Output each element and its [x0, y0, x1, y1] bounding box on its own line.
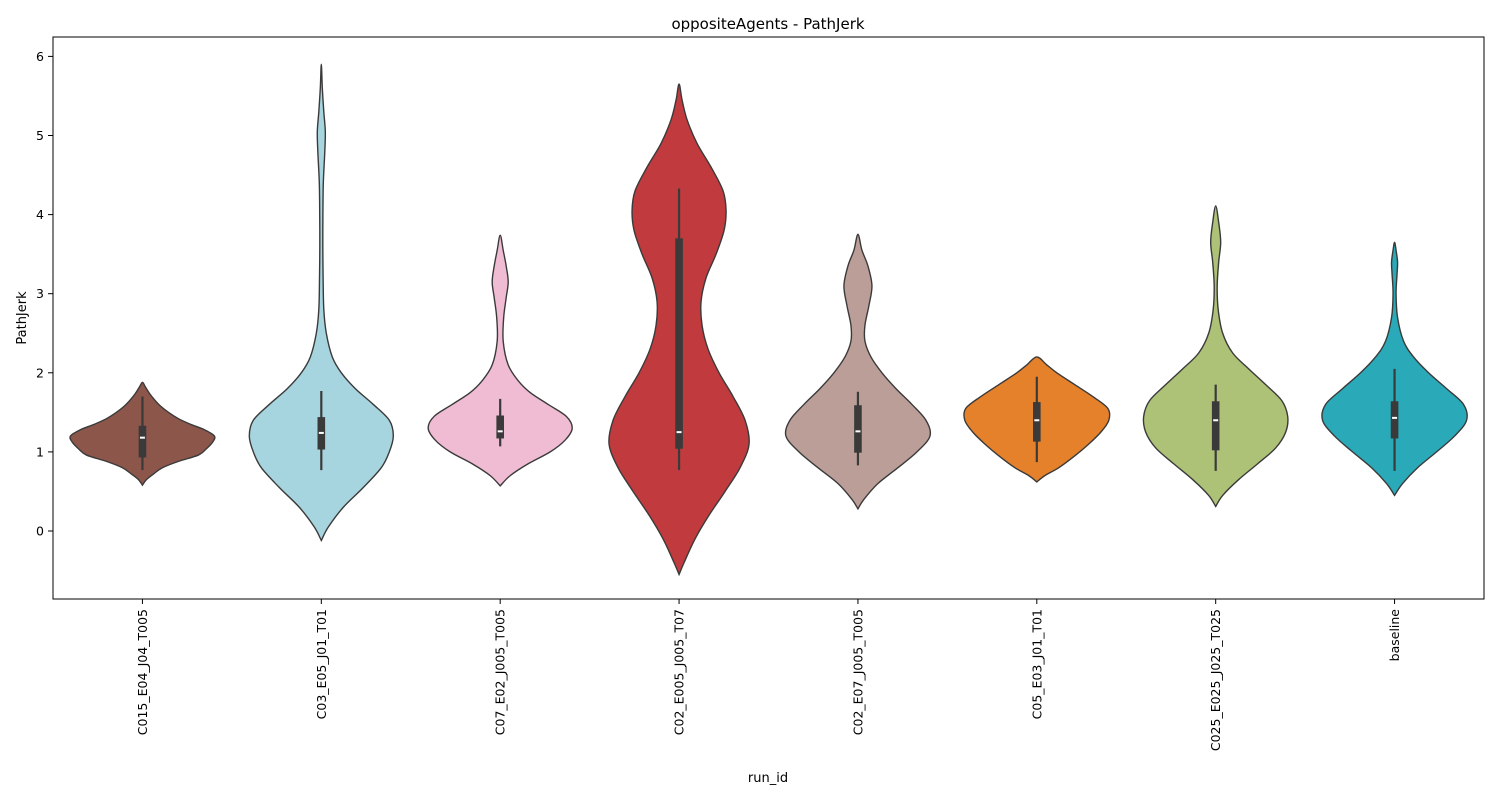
x-tick-label: C05_E03_J01_T01 [1029, 609, 1044, 719]
violin-body [1142, 205, 1289, 508]
y-tick-label: 2 [36, 365, 44, 380]
iqr-box [138, 425, 147, 458]
violin-body [427, 234, 573, 487]
y-axis-label: PathJerk [15, 291, 30, 345]
chart-title: oppositeAgents - PathJerk [671, 15, 864, 33]
x-tick-label: C07_E02_J005_T005 [493, 609, 508, 735]
violin-body [248, 63, 395, 543]
x-tick-label: C02_E07_J005_T005 [850, 609, 865, 735]
iqr-box [854, 405, 862, 453]
iqr-box [1390, 401, 1399, 439]
boxes-layer [138, 188, 1399, 471]
y-tick-label: 5 [36, 128, 44, 143]
y-tick-label: 1 [36, 444, 44, 459]
violin-body [784, 233, 932, 511]
iqr-box [496, 415, 504, 439]
x-tick-label: C025_E025_J025_T025 [1208, 609, 1223, 751]
x-axis-label: run_id [748, 771, 788, 786]
x-tick-label: C03_E05_J01_T01 [314, 609, 329, 719]
x-tick-label: C015_E04_J04_T005 [135, 609, 150, 735]
y-tick-label: 4 [36, 207, 44, 222]
x-tick-label: baseline [1387, 609, 1402, 662]
y-tick-label: 6 [36, 49, 44, 64]
x-axis: C015_E04_J04_T005 C03_E05_J01_T01 C07_E02_… [135, 599, 1402, 751]
iqr-box [1033, 402, 1041, 442]
x-tick-label: C02_E005_J005_T07 [672, 609, 687, 735]
y-tick-label: 0 [36, 524, 44, 539]
y-tick-label: 3 [36, 286, 44, 301]
iqr-box [1211, 401, 1220, 451]
plot-frame [52, 36, 1485, 600]
iqr-box [675, 238, 683, 449]
y-axis: 0 1 2 3 4 5 6 [36, 49, 53, 539]
